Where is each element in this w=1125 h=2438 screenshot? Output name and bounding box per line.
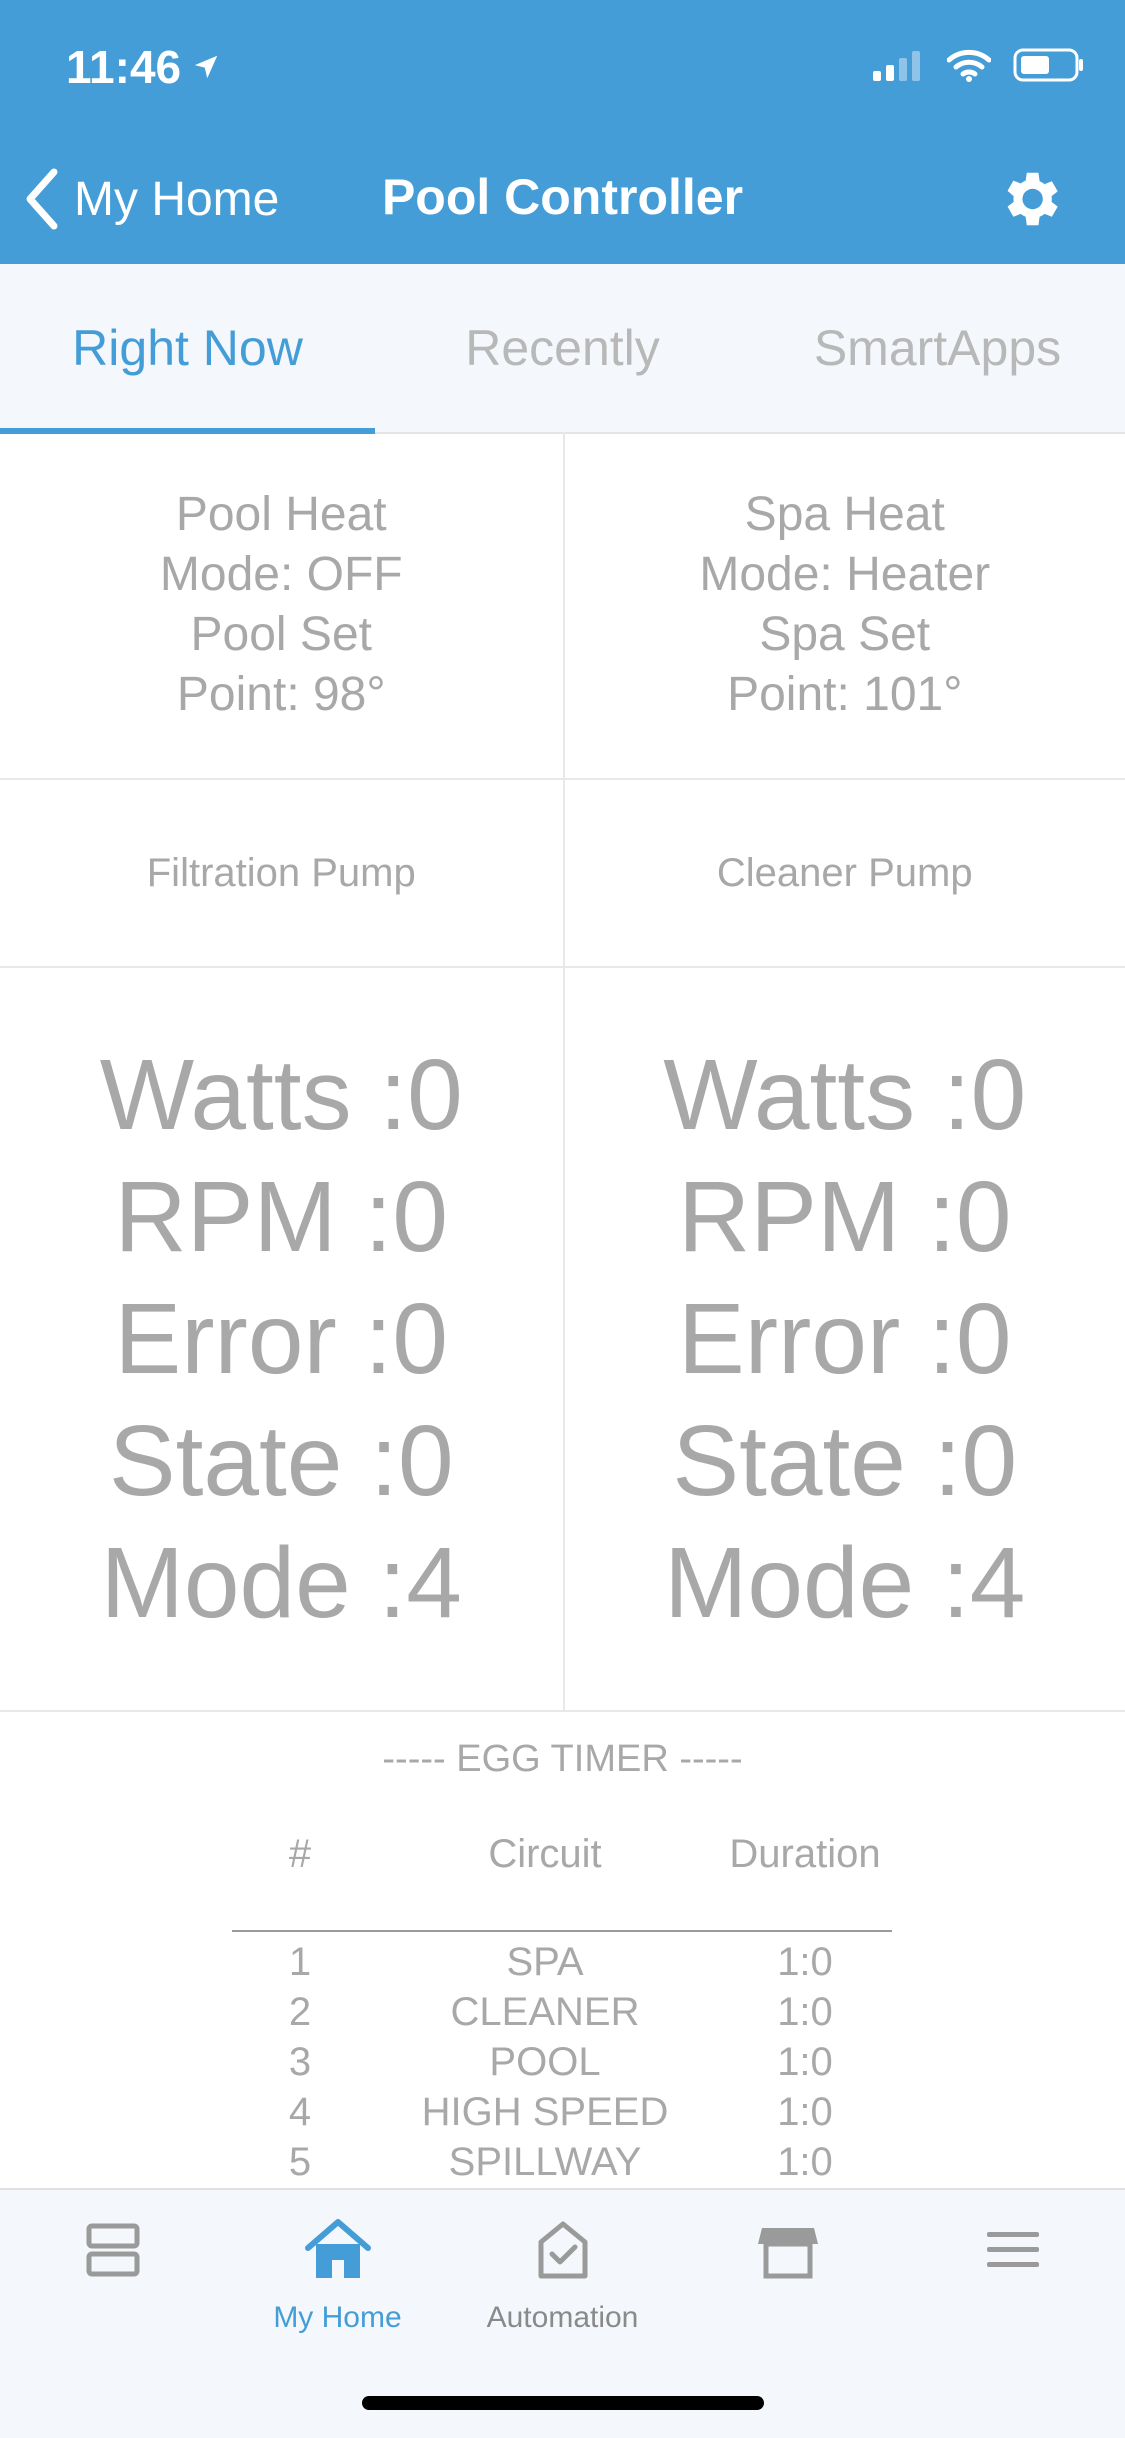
menu-icon: [977, 2214, 1049, 2286]
row-duration: 1:0: [715, 2090, 895, 2135]
spa-heat-mode: Mode: Heater: [699, 545, 990, 605]
spa-heat-tile[interactable]: Spa Heat Mode: Heater Spa Set Point: 101…: [563, 432, 1125, 778]
row-num: 3: [250, 2040, 350, 2085]
egg-timer-title: ----- EGG TIMER -----: [0, 1738, 1125, 1781]
settings-button[interactable]: [995, 164, 1065, 234]
signal-icon: [873, 49, 925, 81]
filtration-pump-label: Filtration Pump: [147, 851, 416, 896]
header-divider: [232, 1930, 892, 1932]
bottom-tab-marketplace[interactable]: [675, 2214, 900, 2301]
row-circuit: HIGH SPEED: [395, 2090, 695, 2135]
row-num: 4: [250, 2090, 350, 2135]
bottom-tab-label: My Home: [225, 2301, 450, 2335]
tab-bar: Right Now Recently SmartApps: [0, 264, 1125, 434]
header-num: #: [250, 1832, 350, 1877]
pool-heat-tile[interactable]: Pool Heat Mode: OFF Pool Set Point: 98°: [0, 432, 563, 778]
spa-heat-line: Spa Heat: [745, 485, 945, 545]
app-header: 11:46 My Home Pool Controller: [0, 0, 1125, 264]
row-duration: 1:0: [715, 2040, 895, 2085]
row-circuit: SPA: [395, 1940, 695, 1985]
chevron-left-icon: [24, 168, 60, 230]
row-duration: 1:0: [715, 1940, 895, 1985]
filtration-state: State :0: [109, 1400, 454, 1522]
filtration-pump-tile[interactable]: Filtration Pump: [0, 780, 563, 966]
bottom-tab-automation[interactable]: Automation: [450, 2214, 675, 2335]
status-time-text: 11:46: [66, 40, 181, 94]
row-circuit: POOL: [395, 2040, 695, 2085]
pool-set-point: Point: 98°: [177, 665, 386, 725]
device-tiles: Pool Heat Mode: OFF Pool Set Point: 98° …: [0, 432, 1125, 1712]
back-label: My Home: [74, 172, 279, 227]
bottom-tab-my-home[interactable]: My Home: [225, 2214, 450, 2335]
battery-icon: [1013, 48, 1085, 82]
filtration-error: Error :0: [115, 1278, 448, 1400]
filtration-rpm: RPM :0: [115, 1156, 448, 1278]
table-row: 1 SPA 1:0: [0, 1940, 1125, 1990]
pump-stats-row: Watts :0 RPM :0 Error :0 State :0 Mode :…: [0, 968, 1125, 1712]
row-circuit: SPILLWAY: [395, 2140, 695, 2185]
cleaner-error: Error :0: [678, 1278, 1011, 1400]
row-duration: 1:0: [715, 1990, 895, 2035]
marketplace-icon: [752, 2214, 824, 2286]
tab-recently[interactable]: Recently: [375, 264, 750, 432]
row-num: 2: [250, 1990, 350, 2035]
status-time: 11:46: [66, 40, 221, 94]
pool-set-line: Pool Set: [191, 605, 372, 665]
cleaner-pump-label: Cleaner Pump: [717, 851, 973, 896]
cleaner-pump-tile[interactable]: Cleaner Pump: [563, 780, 1125, 966]
header-circuit: Circuit: [395, 1832, 695, 1877]
spa-set-point: Point: 101°: [727, 665, 962, 725]
filtration-stats-tile[interactable]: Watts :0 RPM :0 Error :0 State :0 Mode :…: [0, 968, 563, 1710]
pool-heat-mode: Mode: OFF: [160, 545, 403, 605]
table-row: 5 SPILLWAY 1:0: [0, 2140, 1125, 2188]
cleaner-rpm: RPM :0: [678, 1156, 1011, 1278]
home-indicator[interactable]: [362, 2396, 764, 2410]
status-indicators: [873, 48, 1085, 82]
back-button[interactable]: My Home: [24, 168, 279, 230]
filtration-watts: Watts :0: [100, 1034, 463, 1156]
page-title: Pool Controller: [382, 169, 743, 225]
bottom-tab-menu[interactable]: [900, 2214, 1125, 2301]
cleaner-state: State :0: [672, 1400, 1017, 1522]
pump-names-row: Filtration Pump Cleaner Pump: [0, 780, 1125, 968]
automation-icon: [527, 2214, 599, 2286]
wifi-icon: [947, 48, 991, 82]
header-duration: Duration: [715, 1832, 895, 1877]
cleaner-mode: Mode :4: [664, 1522, 1025, 1644]
tab-smartapps[interactable]: SmartApps: [750, 264, 1125, 432]
cleaner-watts: Watts :0: [663, 1034, 1026, 1156]
egg-timer-list: 1 SPA 1:0 2 CLEANER 1:0 3 POOL 1:0 4 HIG…: [0, 1940, 1125, 2188]
table-row: 3 POOL 1:0: [0, 2040, 1125, 2090]
row-duration: 1:0: [715, 2140, 895, 2185]
row-num: 1: [250, 1940, 350, 1985]
location-arrow-icon: [191, 52, 221, 82]
table-row: 2 CLEANER 1:0: [0, 1990, 1125, 2040]
heat-row: Pool Heat Mode: OFF Pool Set Point: 98° …: [0, 432, 1125, 780]
table-row: 4 HIGH SPEED 1:0: [0, 2090, 1125, 2140]
bottom-tab-dashboard[interactable]: [0, 2214, 225, 2301]
home-icon: [302, 2214, 374, 2286]
pool-heat-line: Pool Heat: [176, 485, 387, 545]
filtration-mode: Mode :4: [101, 1522, 462, 1644]
dashboard-icon: [77, 2214, 149, 2286]
gear-icon: [995, 164, 1065, 234]
spa-set-line: Spa Set: [759, 605, 930, 665]
egg-timer-panel: ----- EGG TIMER ----- # Circuit Duration…: [0, 1708, 1125, 2188]
tab-right-now[interactable]: Right Now: [0, 264, 375, 432]
row-num: 5: [250, 2140, 350, 2185]
row-circuit: CLEANER: [395, 1990, 695, 2035]
bottom-tab-label: Automation: [450, 2301, 675, 2335]
cleaner-stats-tile[interactable]: Watts :0 RPM :0 Error :0 State :0 Mode :…: [563, 968, 1125, 1710]
